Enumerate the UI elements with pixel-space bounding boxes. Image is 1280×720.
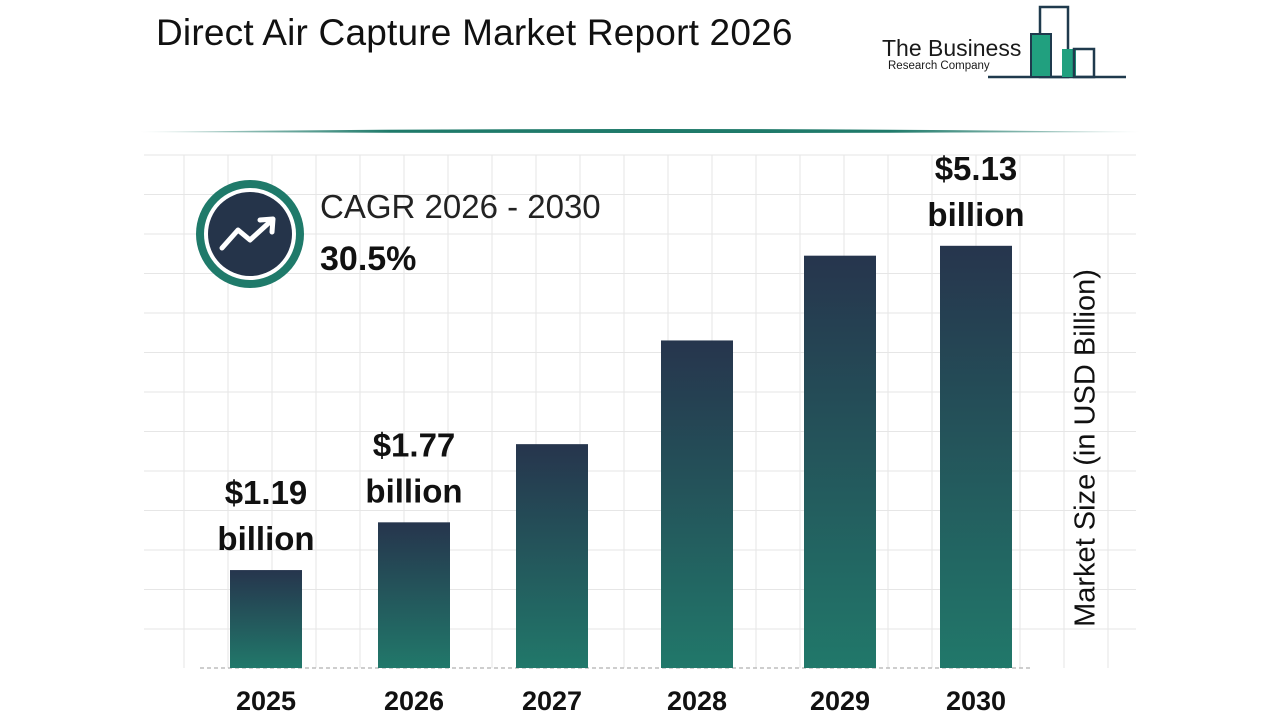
logo-buildings-icon <box>988 5 1126 79</box>
bar-2028 <box>661 340 733 668</box>
bar-2030 <box>940 245 1012 668</box>
x-tick-label: 2029 <box>810 686 870 716</box>
data-label-value: $1.77 <box>373 426 456 463</box>
bar-2026 <box>378 522 450 668</box>
cagr-value: 30.5% <box>320 240 417 278</box>
x-tick-label: 2028 <box>667 686 727 716</box>
data-label-value: $1.19 <box>225 474 308 511</box>
y-axis-label: Market Size (in USD Billion) <box>1069 269 1102 627</box>
cagr-label: CAGR 2026 - 2030 <box>320 188 601 225</box>
logo-text-primary: The Business <box>882 35 1022 61</box>
bar-2025 <box>230 570 302 668</box>
data-label-unit: billion <box>365 472 462 509</box>
data-label-unit: billion <box>927 196 1024 233</box>
x-tick-label: 2025 <box>236 686 296 716</box>
x-tick-label: 2027 <box>522 686 582 716</box>
data-label-unit: billion <box>217 520 314 557</box>
page-title: Direct Air Capture Market Report 2026 <box>156 12 793 53</box>
logo-text-secondary: Research Company <box>888 60 990 72</box>
header-divider <box>140 129 1140 133</box>
chart-labels: 2025 2026 2027 2028 2029 2030 $1.19 billion $1.7… <box>217 150 1024 716</box>
data-label-value: $5.13 <box>935 150 1018 187</box>
x-tick-label: 2026 <box>384 686 444 716</box>
x-tick-label: 2030 <box>946 686 1006 716</box>
company-logo: The Business Research Company <box>880 4 1130 84</box>
bar-2029 <box>804 255 876 668</box>
bar-2027 <box>516 444 588 668</box>
chart-bars <box>230 245 1012 668</box>
trend-up-icon <box>196 180 304 288</box>
